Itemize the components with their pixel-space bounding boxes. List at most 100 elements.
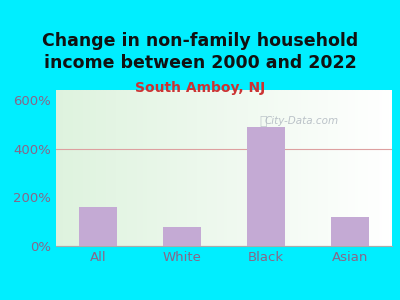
Bar (154, 90, 157, 246)
Bar (100, 90, 103, 246)
Bar (80, 90, 83, 246)
Bar (251, 90, 254, 246)
Bar (224, 90, 227, 246)
Bar (163, 226, 201, 246)
Bar (375, 90, 378, 246)
Bar (143, 90, 147, 246)
Bar (234, 90, 238, 246)
Bar (110, 90, 113, 246)
Bar (190, 90, 194, 246)
Bar (194, 90, 197, 246)
Bar (288, 90, 291, 246)
Bar (59, 90, 63, 246)
Bar (126, 90, 130, 246)
Bar (96, 90, 100, 246)
Bar (210, 90, 214, 246)
Bar (164, 90, 167, 246)
Bar (120, 90, 123, 246)
Bar (325, 90, 328, 246)
Bar (174, 90, 177, 246)
Bar (184, 90, 187, 246)
Bar (160, 90, 164, 246)
Bar (83, 90, 86, 246)
Bar (167, 90, 170, 246)
Bar (308, 90, 311, 246)
Bar (170, 90, 174, 246)
Bar (331, 217, 369, 246)
Bar (368, 90, 372, 246)
Bar (73, 90, 76, 246)
Bar (281, 90, 284, 246)
Bar (214, 90, 217, 246)
Bar (358, 90, 362, 246)
Bar (197, 90, 200, 246)
Bar (147, 90, 150, 246)
Bar (204, 90, 207, 246)
Bar (298, 90, 301, 246)
Bar (311, 90, 315, 246)
Bar (335, 90, 338, 246)
Bar (187, 90, 190, 246)
Text: ⓘ: ⓘ (259, 115, 266, 128)
Bar (264, 90, 268, 246)
Bar (227, 90, 231, 246)
Bar (338, 90, 342, 246)
Bar (106, 90, 110, 246)
Bar (180, 90, 184, 246)
Bar (342, 90, 345, 246)
Bar (271, 90, 274, 246)
Bar (93, 90, 96, 246)
Bar (261, 90, 264, 246)
Bar (221, 90, 224, 246)
Bar (318, 90, 322, 246)
Bar (103, 90, 106, 246)
Bar (116, 90, 120, 246)
Bar (365, 90, 368, 246)
Bar (291, 90, 294, 246)
Bar (66, 90, 70, 246)
Bar (70, 90, 73, 246)
Bar (278, 90, 281, 246)
Bar (244, 90, 248, 246)
Bar (113, 90, 116, 246)
Bar (247, 127, 285, 246)
Text: South Amboy, NJ: South Amboy, NJ (135, 81, 265, 95)
Bar (284, 90, 288, 246)
Bar (207, 90, 210, 246)
Bar (133, 90, 137, 246)
Bar (385, 90, 389, 246)
Bar (130, 90, 133, 246)
Bar (123, 90, 126, 246)
Bar (76, 90, 80, 246)
Bar (355, 90, 358, 246)
Bar (248, 90, 251, 246)
Bar (231, 90, 234, 246)
Bar (90, 90, 93, 246)
Bar (362, 90, 365, 246)
Text: City-Data.com: City-Data.com (264, 116, 338, 126)
Bar (254, 90, 258, 246)
Bar (352, 90, 355, 246)
Bar (372, 90, 375, 246)
Bar (274, 90, 278, 246)
Bar (140, 90, 143, 246)
Bar (258, 90, 261, 246)
Bar (200, 90, 204, 246)
Bar (150, 90, 154, 246)
Bar (79, 207, 117, 246)
Bar (241, 90, 244, 246)
Bar (345, 90, 348, 246)
Bar (177, 90, 180, 246)
Bar (157, 90, 160, 246)
Bar (315, 90, 318, 246)
Bar (322, 90, 325, 246)
Bar (268, 90, 271, 246)
Bar (86, 90, 90, 246)
Bar (348, 90, 352, 246)
Bar (332, 90, 335, 246)
Bar (389, 90, 392, 246)
Bar (217, 90, 221, 246)
Bar (63, 90, 66, 246)
Bar (56, 90, 59, 246)
Bar (294, 90, 298, 246)
